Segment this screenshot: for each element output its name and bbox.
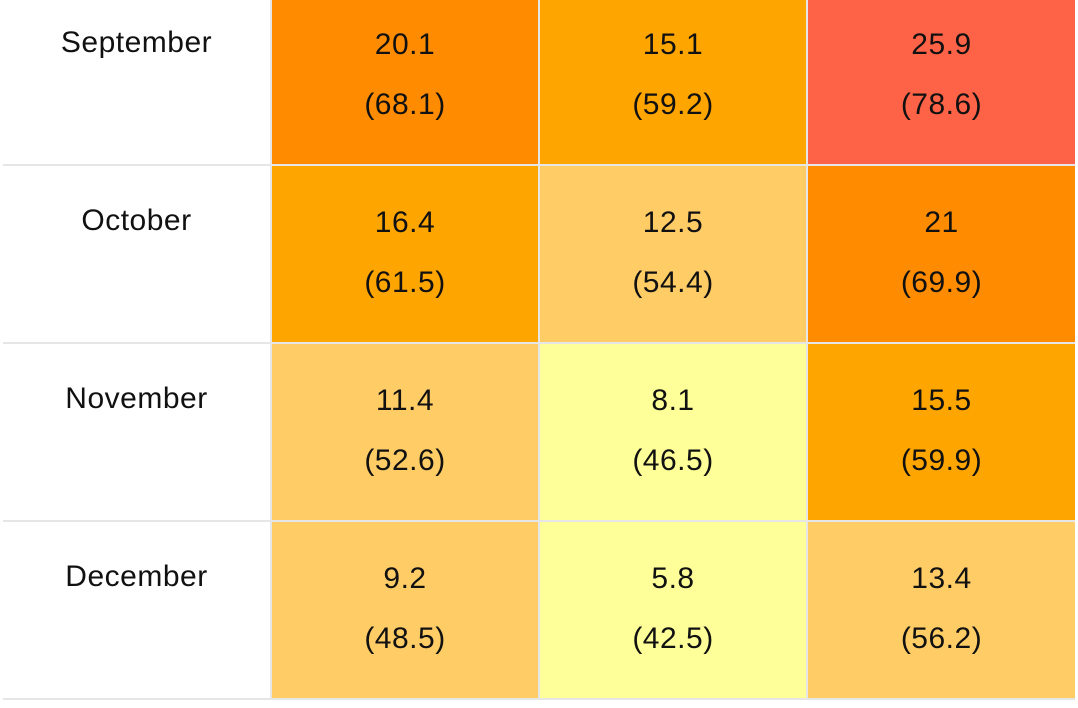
temperature-cell: 5.8 (42.5) <box>538 520 808 700</box>
fahrenheit-value: (78.6) <box>900 88 983 121</box>
celsius-value: 8.1 <box>651 384 695 417</box>
fahrenheit-value: (59.9) <box>900 444 983 477</box>
celsius-value: 13.4 <box>911 562 972 595</box>
temperature-cell: 12.5 (54.4) <box>538 164 808 344</box>
month-label-cell: October <box>3 164 272 344</box>
temperature-cell: 15.5 (59.9) <box>806 342 1075 522</box>
temperature-cell: 16.4 (61.5) <box>270 164 540 344</box>
celsius-value: 5.8 <box>651 562 695 595</box>
table-row-october: October 16.4 (61.5) 12.5 (54.4) 21 (69.9… <box>3 164 1075 344</box>
temperature-cell: 20.1 (68.1) <box>270 0 540 166</box>
celsius-value: 15.1 <box>642 28 704 61</box>
celsius-value: 12.5 <box>642 206 704 239</box>
fahrenheit-value: (69.9) <box>900 266 983 299</box>
celsius-value: 11.4 <box>375 384 435 417</box>
fahrenheit-value: (61.5) <box>364 266 446 299</box>
celsius-value: 9.2 <box>383 562 427 595</box>
month-label-cell: December <box>3 520 272 700</box>
celsius-value: 21 <box>924 206 959 239</box>
fahrenheit-value: (52.6) <box>364 444 446 477</box>
temperature-cell: 9.2 (48.5) <box>270 520 540 700</box>
table-row-december: December 9.2 (48.5) 5.8 (42.5) 13.4 (56.… <box>3 520 1075 700</box>
fahrenheit-value: (54.4) <box>632 266 714 299</box>
fahrenheit-value: (59.2) <box>632 88 714 121</box>
table-row-september: September 20.1 (68.1) 15.1 (59.2) 25.9 (… <box>3 0 1075 166</box>
month-label: September <box>60 26 213 59</box>
celsius-value: 16.4 <box>374 206 436 239</box>
temperature-cell: 8.1 (46.5) <box>538 342 808 522</box>
month-label: December <box>65 560 208 593</box>
climate-table-body: September 20.1 (68.1) 15.1 (59.2) 25.9 (… <box>3 0 1075 700</box>
month-label: November <box>65 382 208 415</box>
temperature-cell: 13.4 (56.2) <box>806 520 1075 700</box>
celsius-value: 20.1 <box>374 28 436 61</box>
fahrenheit-value: (48.5) <box>364 622 446 655</box>
celsius-value: 15.5 <box>911 384 972 417</box>
temperature-cell: 15.1 (59.2) <box>538 0 808 166</box>
temperature-cell: 11.4 (52.6) <box>270 342 540 522</box>
fahrenheit-value: (56.2) <box>900 622 983 655</box>
temperature-cell: 25.9 (78.6) <box>806 0 1075 166</box>
temperature-cell: 21 (69.9) <box>806 164 1075 344</box>
fahrenheit-value: (42.5) <box>632 622 714 655</box>
climate-table: September 20.1 (68.1) 15.1 (59.2) 25.9 (… <box>3 0 1075 700</box>
month-label-cell: September <box>3 0 272 166</box>
fahrenheit-value: (46.5) <box>632 444 714 477</box>
fahrenheit-value: (68.1) <box>364 88 446 121</box>
month-label: October <box>81 204 192 237</box>
month-label-cell: November <box>3 342 272 522</box>
table-row-november: November 11.4 (52.6) 8.1 (46.5) 15.5 (59… <box>3 342 1075 522</box>
celsius-value: 25.9 <box>911 28 972 61</box>
